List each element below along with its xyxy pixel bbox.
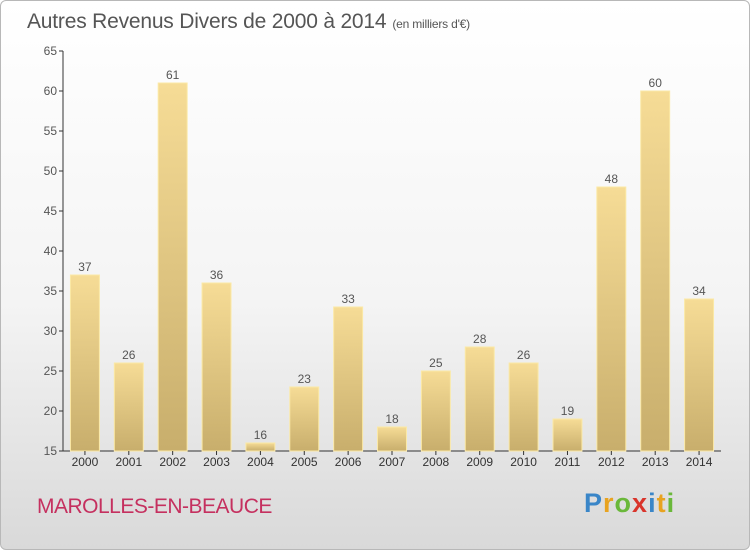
- y-tick-label: 65: [44, 44, 58, 58]
- y-tick-label: 20: [44, 404, 58, 418]
- bar: [464, 346, 495, 452]
- x-tick-label: 2002: [159, 455, 186, 469]
- chart-title: Autres Revenus Divers de 2000 à 2014 (en …: [27, 10, 470, 34]
- bar-value-label: 60: [649, 76, 663, 90]
- x-tick-label: 2000: [72, 455, 99, 469]
- bar-value-label: 37: [78, 260, 92, 274]
- x-tick-label: 2004: [247, 455, 274, 469]
- y-tick-label: 40: [44, 244, 58, 258]
- logo-letter: o: [614, 488, 633, 518]
- y-tick-label: 60: [44, 84, 58, 98]
- y-tick-label: 45: [44, 204, 58, 218]
- bar: [113, 362, 144, 452]
- x-tick-label: 2013: [642, 455, 669, 469]
- bar-value-label: 34: [692, 284, 706, 298]
- bar: [69, 274, 100, 452]
- bar: [508, 362, 539, 452]
- bar-value-label: 36: [210, 268, 224, 282]
- x-tick-label: 2007: [379, 455, 406, 469]
- x-tick-label: 2008: [423, 455, 450, 469]
- x-tick-label: 2010: [510, 455, 537, 469]
- bar-value-label: 19: [561, 404, 575, 418]
- y-tick-label: 15: [44, 444, 58, 458]
- x-tick-label: 2005: [291, 455, 318, 469]
- bar: [596, 186, 627, 452]
- bar: [333, 306, 364, 452]
- bar: [201, 282, 232, 452]
- logo-letter: P: [584, 488, 604, 518]
- bar: [684, 298, 715, 452]
- bar: [420, 370, 451, 452]
- bar-value-label: 18: [385, 412, 399, 426]
- bar: [245, 442, 276, 452]
- y-tick-label: 55: [44, 124, 58, 138]
- x-tick-label: 2011: [555, 455, 581, 469]
- bar-value-label: 23: [298, 372, 312, 386]
- bar-value-label: 33: [341, 292, 355, 306]
- logo-letter: r: [603, 488, 615, 518]
- y-tick-label: 25: [44, 364, 58, 378]
- y-tick-label: 30: [44, 324, 58, 338]
- bar: [157, 82, 188, 452]
- proxiti-logo: Proxiti: [584, 488, 675, 519]
- bar: [552, 418, 583, 452]
- bar: [640, 90, 671, 452]
- x-tick-label: 2006: [335, 455, 362, 469]
- y-tick-label: 50: [44, 164, 58, 178]
- bar-value-label: 28: [473, 332, 487, 346]
- x-tick-label: 2009: [466, 455, 493, 469]
- x-tick-label: 2003: [203, 455, 230, 469]
- x-tick-label: 2012: [598, 455, 625, 469]
- bar-value-label: 26: [517, 348, 531, 362]
- chart-title-text: Autres Revenus Divers de 2000 à 2014: [27, 10, 387, 33]
- bar-value-label: 16: [254, 428, 268, 442]
- y-tick-label: 35: [44, 284, 58, 298]
- bar-value-label: 48: [605, 172, 619, 186]
- bar-value-label: 26: [122, 348, 136, 362]
- logo-letter: x: [632, 488, 649, 518]
- logo-letter: t: [656, 488, 667, 518]
- commune-name: MAROLLES-EN-BEAUCE: [37, 495, 272, 518]
- bar-value-label: 61: [166, 68, 180, 82]
- x-tick-label: 2001: [115, 455, 142, 469]
- logo-letter: i: [666, 488, 676, 518]
- bar-value-label: 25: [429, 356, 443, 370]
- bar: [289, 386, 320, 452]
- x-tick-label: 2014: [686, 455, 713, 469]
- bar: [377, 426, 407, 452]
- chart-subtitle: (en milliers d'€): [392, 17, 470, 31]
- logo-letter: i: [648, 488, 657, 518]
